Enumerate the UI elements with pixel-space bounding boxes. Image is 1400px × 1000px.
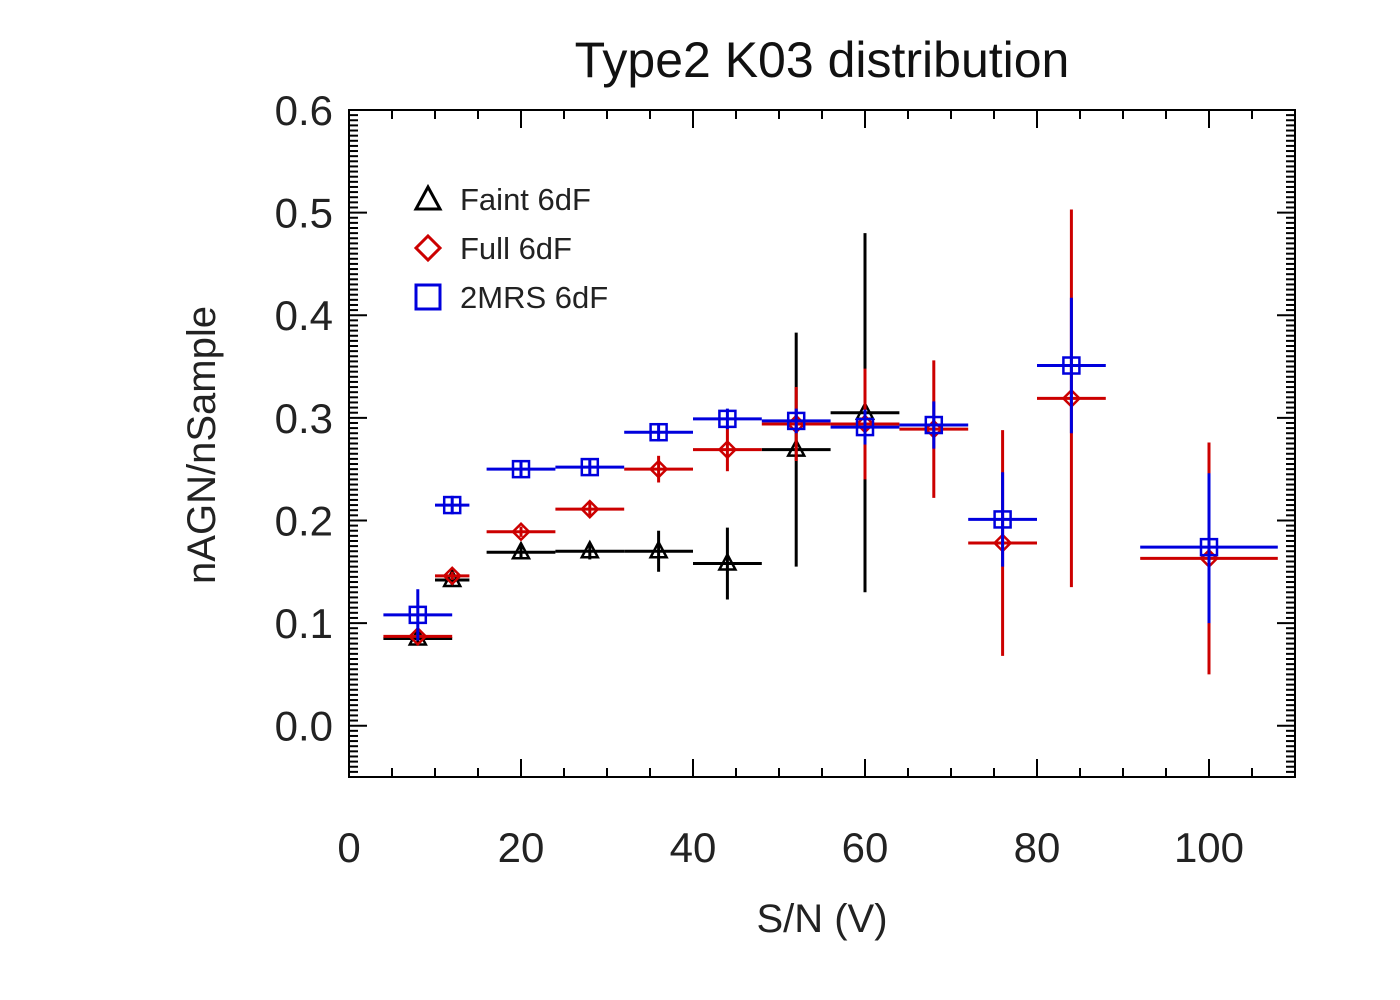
legend-label: 2MRS 6dF xyxy=(460,280,608,315)
data-point xyxy=(1199,537,1219,557)
x-tick-label: 100 xyxy=(1174,824,1244,871)
x-tick-label: 80 xyxy=(1014,824,1061,871)
x-axis-label: S/N (V) xyxy=(756,897,887,941)
data-point xyxy=(1062,356,1081,375)
data-point xyxy=(511,459,531,479)
data-point xyxy=(442,566,462,586)
x-tick-label: 0 xyxy=(337,824,360,871)
legend-marker-triangle-icon xyxy=(413,183,443,211)
data-point xyxy=(579,539,600,559)
x-tick-label: 40 xyxy=(670,824,717,871)
data-point xyxy=(648,459,669,479)
data-point xyxy=(442,495,462,515)
plot-area: 0 20 40 60 80 100 0.0 0.1 0.2 0.3 0.4 0.5 0.6 Faint 6… xyxy=(275,87,1296,871)
y-tick-label: 0.5 xyxy=(275,190,333,237)
y-tick-label: 0.3 xyxy=(275,395,333,442)
y-tick-label: 0.0 xyxy=(275,703,333,750)
series-2mrs-6df xyxy=(383,297,1278,641)
chart-title: Type2 K03 distribution xyxy=(575,32,1070,88)
data-point xyxy=(786,411,806,431)
data-point xyxy=(924,415,944,435)
data-point xyxy=(408,605,428,625)
data-point xyxy=(717,439,738,460)
data-point xyxy=(580,457,600,477)
y-axis-label: nAGN/nSample xyxy=(180,306,224,584)
data-point xyxy=(718,409,737,429)
data-point xyxy=(993,510,1012,529)
y-tick-label: 0.4 xyxy=(275,292,333,339)
data-point xyxy=(855,417,875,437)
data-point xyxy=(511,521,531,542)
x-tick-label: 60 xyxy=(842,824,889,871)
data-point xyxy=(408,626,428,647)
legend-label: Full 6dF xyxy=(460,231,572,266)
legend-label: Faint 6dF xyxy=(460,182,591,217)
data-point xyxy=(648,539,669,559)
legend-marker-diamond-icon xyxy=(413,233,443,263)
data-point xyxy=(580,499,600,519)
y-tick-label: 0.2 xyxy=(275,497,333,544)
legend-marker-square-icon xyxy=(414,283,442,311)
data-point xyxy=(510,540,532,560)
data-point xyxy=(649,422,668,442)
y-tick-label: 0.1 xyxy=(275,600,333,647)
y-tick-label: 0.6 xyxy=(275,87,333,134)
data-point xyxy=(717,551,738,571)
x-tick-label: 20 xyxy=(498,824,545,871)
